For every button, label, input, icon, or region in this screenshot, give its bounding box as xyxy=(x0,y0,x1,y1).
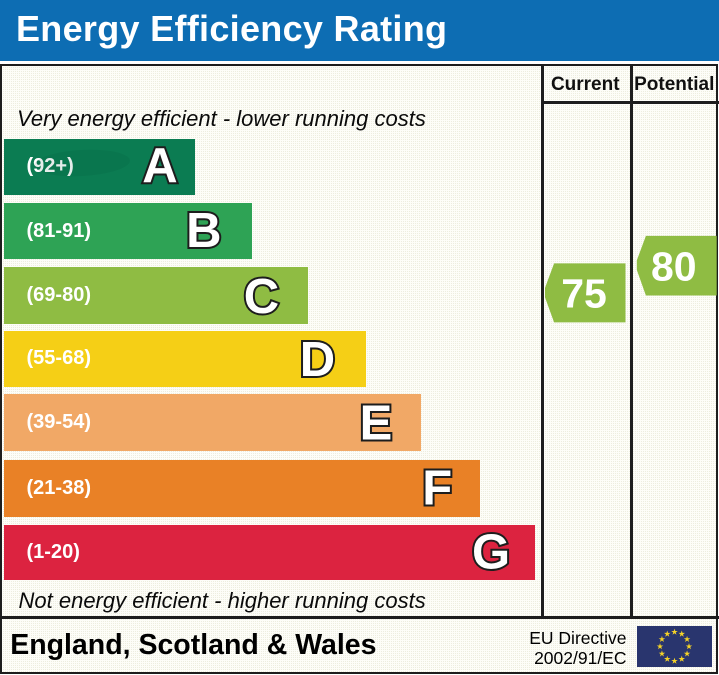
svg-text:E: E xyxy=(360,397,393,451)
svg-text:A: A xyxy=(142,139,177,193)
svg-text:F: F xyxy=(422,461,452,515)
svg-text:D: D xyxy=(300,333,335,387)
svg-text:75: 75 xyxy=(561,271,607,317)
svg-text:C: C xyxy=(244,270,279,324)
svg-text:G: G xyxy=(472,525,510,579)
svg-text:B: B xyxy=(186,204,221,258)
svg-text:80: 80 xyxy=(651,243,697,289)
